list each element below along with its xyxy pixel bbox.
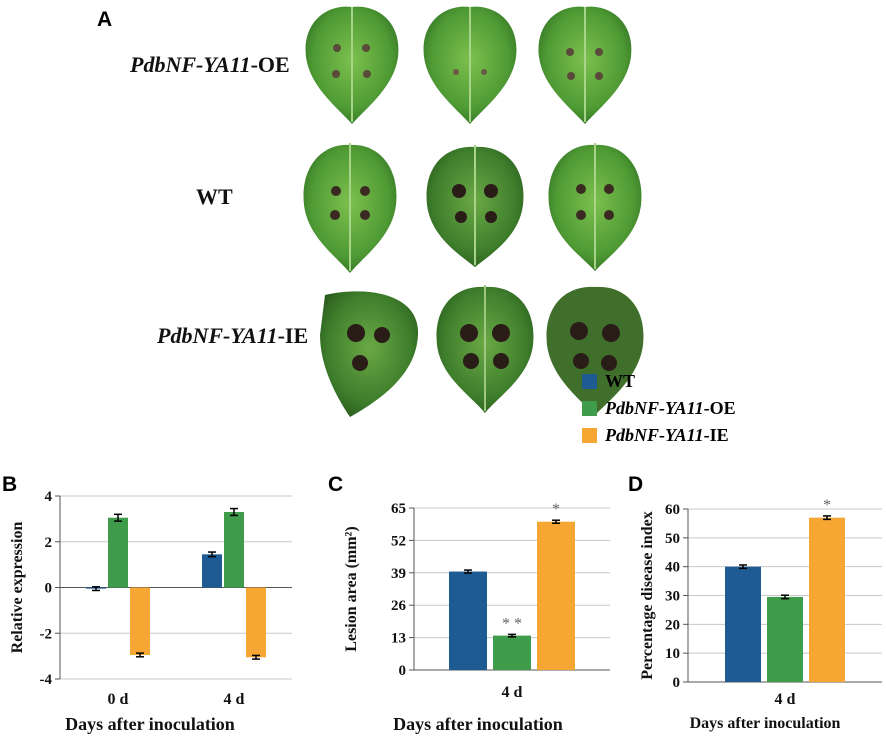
row-label-oe-suffix: -OE <box>250 52 290 77</box>
row-label-ie-suffix: -IE <box>277 323 309 348</box>
bar-c-s1-c0 <box>493 635 531 670</box>
y-tick-label: 60 <box>665 502 680 518</box>
bar-b-s2-c1 <box>246 587 266 658</box>
panel-letter-c: C <box>328 473 344 496</box>
y-tick-label: 10 <box>665 646 680 662</box>
category-label: 4 d <box>224 691 245 708</box>
y-tick-label: 65 <box>391 501 406 517</box>
y-axis-title: Relative expression <box>9 522 26 654</box>
row-label-oe-gene: PdbNF-YA11 <box>130 52 251 77</box>
chart-d: 60 50 40 30 20 10 0 * 4 d Days after inoculation P… <box>639 497 882 732</box>
row-label-ie: PdbNF-YA11-IE <box>157 323 308 349</box>
leaf-ie-2 <box>436 285 534 413</box>
y-axis-title: Lesion area (mm²) <box>343 526 360 651</box>
leaf-wt-2 <box>426 145 524 267</box>
legend-label-ie-suffix: -IE <box>703 425 729 445</box>
y-tick-label: -2 <box>40 626 53 642</box>
panel-letter-a: A <box>97 8 113 31</box>
bar-b-s0-c1 <box>202 554 222 588</box>
bar-b-s1-c1 <box>224 512 244 588</box>
y-tick-label: 20 <box>665 617 680 633</box>
y-tick-label: 0 <box>673 675 681 691</box>
category-label: 4 d <box>502 684 523 701</box>
y-tick-label: 40 <box>665 560 680 576</box>
y-tick-label: 4 <box>45 489 53 505</box>
y-tick-label: 26 <box>391 598 407 614</box>
category-label: 4 d <box>775 691 796 708</box>
significance-mark: * <box>823 497 831 514</box>
leaf-oe-2 <box>423 6 517 125</box>
y-tick-label: 0 <box>399 663 407 679</box>
leaf-wt-1 <box>303 143 397 273</box>
panel-letter-d: D <box>628 473 644 496</box>
y-tick-label: 30 <box>665 589 680 605</box>
y-tick-label: 13 <box>391 631 406 647</box>
leaf-oe-3 <box>538 6 632 125</box>
row-label-wt: WT <box>196 184 233 209</box>
significance-mark: * <box>552 501 560 518</box>
bar-d-s2-c0 <box>809 517 845 682</box>
y-tick-label: -4 <box>40 672 53 688</box>
chart-b: 4 2 0 -2 -4 0 d 4 d Days after inoculation Relat… <box>9 489 292 734</box>
legend-label-oe-suffix: -OE <box>703 398 736 418</box>
legend-swatch-oe <box>582 401 597 416</box>
legend-swatch-ie <box>582 428 597 443</box>
legend-label-oe-gene: PdbNF-YA11 <box>605 398 704 418</box>
legend-item-oe: PdbNF-YA11 -OE <box>582 395 736 422</box>
bar-d-s0-c0 <box>725 566 761 682</box>
bar-c-s0-c0 <box>449 571 487 670</box>
bar-b-s1-c0 <box>108 517 128 588</box>
leaf-oe-1 <box>305 6 399 125</box>
y-tick-label: 2 <box>45 535 53 551</box>
panel-letter-b: B <box>2 473 18 496</box>
x-axis-title: Days after inoculation <box>393 714 563 734</box>
y-tick-label: 52 <box>391 533 406 549</box>
y-tick-label: 50 <box>665 531 680 547</box>
leaf-ie-3 <box>546 286 644 415</box>
y-axis-title: Percentage disease index <box>639 511 656 680</box>
y-tick-label: 39 <box>391 566 406 582</box>
x-axis-title: Days after inoculation <box>65 714 235 734</box>
chart-c: 65 52 39 26 13 0 * * * 4 d Days after inoculation… <box>343 501 610 734</box>
legend-item-wt: WT <box>582 368 736 395</box>
legend-label-wt: WT <box>605 371 636 391</box>
leaf-ie-1 <box>320 291 419 417</box>
legend-item-ie: PdbNF-YA11 -IE <box>582 422 736 449</box>
category-label: 0 d <box>108 691 129 708</box>
bar-c-s2-c0 <box>537 521 575 670</box>
legend-swatch-wt <box>582 374 597 389</box>
leaf-photo-grid <box>303 6 644 417</box>
y-tick-label: 0 <box>45 581 53 597</box>
row-label-oe: PdbNF-YA11-OE <box>130 52 290 78</box>
bar-b-s2-c0 <box>130 587 150 655</box>
significance-mark: * * <box>502 615 522 632</box>
row-label-ie-gene: PdbNF-YA11 <box>157 323 278 348</box>
legend: WT PdbNF-YA11 -OE PdbNF-YA11 -IE <box>582 368 736 449</box>
bar-d-s1-c0 <box>767 596 803 682</box>
x-axis-title: Days after inoculation <box>690 715 841 732</box>
legend-label-ie-gene: PdbNF-YA11 <box>605 425 704 445</box>
leaf-wt-3 <box>548 143 642 271</box>
